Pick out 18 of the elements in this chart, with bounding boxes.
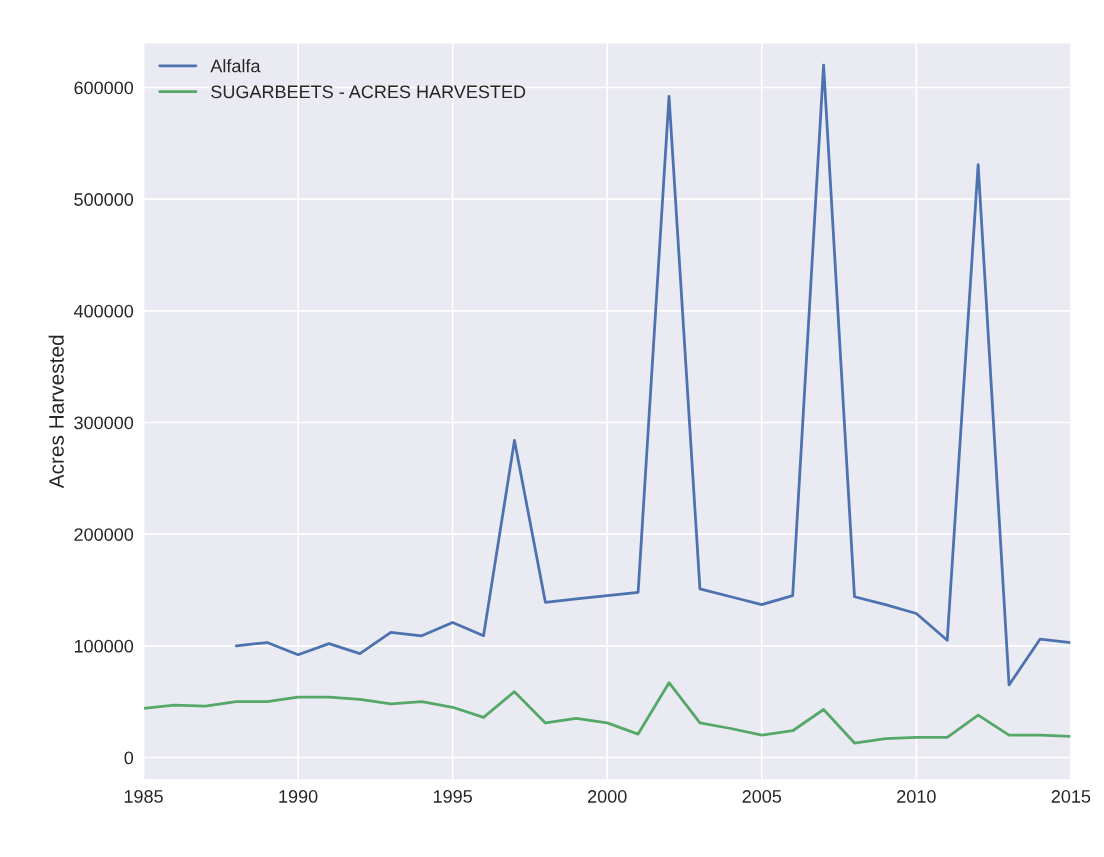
y-tick-label: 200000	[74, 528, 134, 541]
y-tick-label: 400000	[73, 304, 134, 318]
x-tick-label: 1995	[433, 790, 472, 803]
x-tick-label: 1985	[124, 790, 163, 803]
y-tick-label: 0	[124, 751, 134, 765]
y-axis-title: Acres Harvested	[48, 335, 64, 489]
line-series	[143, 681, 1071, 745]
y-tick-label: 100000	[74, 639, 134, 653]
y-tick-label: 500000	[74, 193, 134, 206]
x-tick-label: 2010	[897, 790, 936, 803]
x-tick-label: 2000	[588, 790, 627, 803]
legend-label: SUGARBEETS - ACRES HARVESTED	[211, 85, 526, 99]
y-tick-label: 300000	[74, 416, 134, 430]
legend-label: Alfalfa	[210, 59, 261, 73]
x-tick-label: 1990	[279, 790, 318, 803]
x-tick-label: 2015	[1051, 790, 1091, 803]
x-tick-label: 2005	[742, 790, 782, 803]
y-tick-label: 600000	[74, 81, 134, 95]
